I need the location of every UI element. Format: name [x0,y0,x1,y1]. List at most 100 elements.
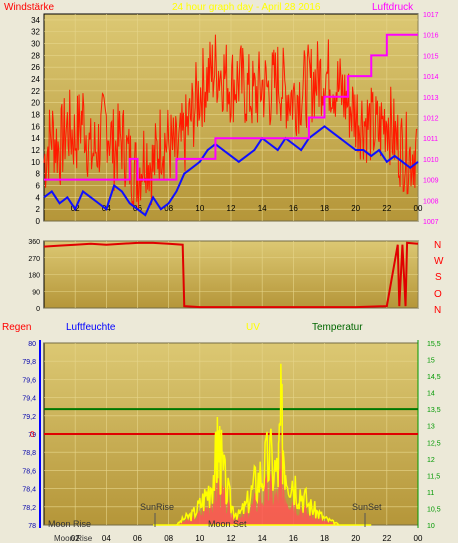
temperature-y-tick-label: 15 [427,358,435,365]
humidity-y-tick-label: 79,4 [22,396,36,403]
wind-direction-grid [44,240,419,309]
solar-radiation-area [176,436,340,525]
wind-chart-grid [44,14,419,222]
wind-y-tick-label: 8 [36,170,41,179]
humidity-y-tick-label: 78,8 [22,450,36,457]
weather-x-tick-label: 22 [382,534,391,543]
wind-y-tick-label: 26 [31,63,40,72]
moonset-label: Moon Set [208,519,247,529]
temperature-y-tick-label: 13 [427,424,435,431]
humidity-y-tick-label: 78,6 [22,468,36,475]
direction-label-n-top: N [434,240,441,251]
wind-direction-series [43,241,419,309]
pressure-y-tick-label: 1012 [423,116,439,123]
humidity-y-tick-label: 79,8 [22,359,36,366]
pressure-y-tick-label: 1015 [423,53,439,60]
pressure-line [44,33,418,181]
weather-x-tick-label: 00 [414,534,423,543]
wind-x-tick-label: 00 [414,204,423,213]
temperature-y-tick-label: 14 [427,391,435,398]
weather-chart: 78 78,2 78,4 78,6 78,8 79 79,2 79,4 79,6 79,8 80 1… [22,340,441,543]
wind-direction-line [43,241,419,309]
pressure-y-tick-label: 1009 [423,178,439,185]
weather-x-tick-label: 02 [71,534,80,543]
moonrise-bottom-label: Moon Rise [54,534,93,543]
wind-x-tick-label: 08 [164,204,173,213]
wind-direction-y-tick-label: 90 [32,289,40,296]
weather-x-tick-label: 06 [133,534,142,543]
wind-y-tick-label: 10 [31,158,40,167]
wind-y-tick-label: 28 [31,51,40,60]
weather-x-tick-label: 14 [258,534,267,543]
temperature-y-tick-label: 14,5 [427,374,441,381]
pressure-y-tick-label: 1010 [423,157,439,164]
wind-y-tick-label: 0 [36,217,41,226]
pressure-y-axis-right: 1007 1008 1009 1010 1011 1012 1013 1014 1015 1016… [423,12,439,226]
pressure-y-tick-label: 1008 [423,198,439,205]
temperature-label: Temperatur [312,322,363,333]
humidity-y-tick-label: 78,4 [22,487,36,494]
rain-label: Regen [2,322,31,333]
weather-x-tick-label: 04 [102,534,111,543]
uv-line [176,363,340,526]
header-title: 24 hour graph day - April 28 2016 [172,2,321,13]
pressure-y-tick-label: 1007 [423,219,439,226]
moonrise-label: Moon Rise [48,519,91,529]
pressure-y-tick-label: 1017 [423,12,439,19]
wind-series [43,33,419,217]
wind-direction-y-tick-label: 270 [28,256,40,263]
temperature-y-tick-label: 11 [427,490,434,497]
wind-y-tick-label: 4 [36,193,41,202]
humidity-y-tick-label: 78 [28,523,36,530]
temperature-y-tick-label: 11,5 [427,473,440,480]
temperature-y-tick-label: 13,5 [427,407,441,414]
wind-y-tick-label: 6 [36,182,41,191]
wind-y-tick-label: 2 [36,205,41,214]
wind-x-tick-label: 12 [227,204,236,213]
pressure-y-tick-label: 1013 [423,95,439,102]
temperature-y-tick-label: 15,5 [427,341,441,348]
humidity-y-tick-label: 79,2 [22,414,36,421]
weather-x-tick-label: 08 [164,534,173,543]
wind-direction-y-tick-label: 0 [36,306,40,313]
direction-label-o: O [434,289,442,300]
wind-y-tick-label: 30 [31,40,40,49]
weather-series [44,363,418,526]
wind-direction-y-tick-label: 360 [28,239,40,246]
direction-label-w: W [434,256,444,267]
sunrise-label: SunRise [140,502,174,512]
temperature-y-tick-label: 12 [427,457,435,464]
humidity-y-tick-label: 80 [28,341,36,348]
weather-x-tick-label: 20 [351,534,360,543]
wind-y-tick-label: 22 [31,87,40,96]
direction-label-s: S [435,272,442,283]
humidity-label: Luftfeuchte [66,322,116,333]
uv-label: UV [246,322,260,333]
humidity-y-tick-label: 78,2 [22,505,36,512]
weather-x-tick-label: 10 [195,534,204,543]
wind-y-tick-label: 20 [31,99,40,108]
weather-x-tick-label: 18 [320,534,329,543]
wind-y-tick-label: 16 [31,122,40,131]
weather-x-tick-label: 12 [227,534,236,543]
wind-y-tick-label: 32 [31,28,40,37]
humidity-y-tick-label: 79,6 [22,377,36,384]
header-pressure-label: Luftdruck [372,2,414,13]
humidity-y-tick-label: 79 [28,432,36,439]
wind-y-tick-label: 34 [31,16,40,25]
temperature-y-tick-label: 12,5 [427,440,441,447]
temperature-y-tick-label: 10,5 [427,506,441,513]
temperature-y-tick-label: 10 [427,523,435,530]
sunset-label: SunSet [352,502,382,512]
wind-x-tick-label: 20 [351,204,360,213]
wind-y-tick-label: 18 [31,111,40,120]
wind-x-tick-label: 22 [382,204,391,213]
wind-x-tick-label: 16 [289,204,298,213]
wind-speed-line [43,34,418,209]
weather-x-tick-label: 16 [289,534,298,543]
wind-average-line [43,125,419,217]
pressure-y-tick-label: 1016 [423,33,439,40]
